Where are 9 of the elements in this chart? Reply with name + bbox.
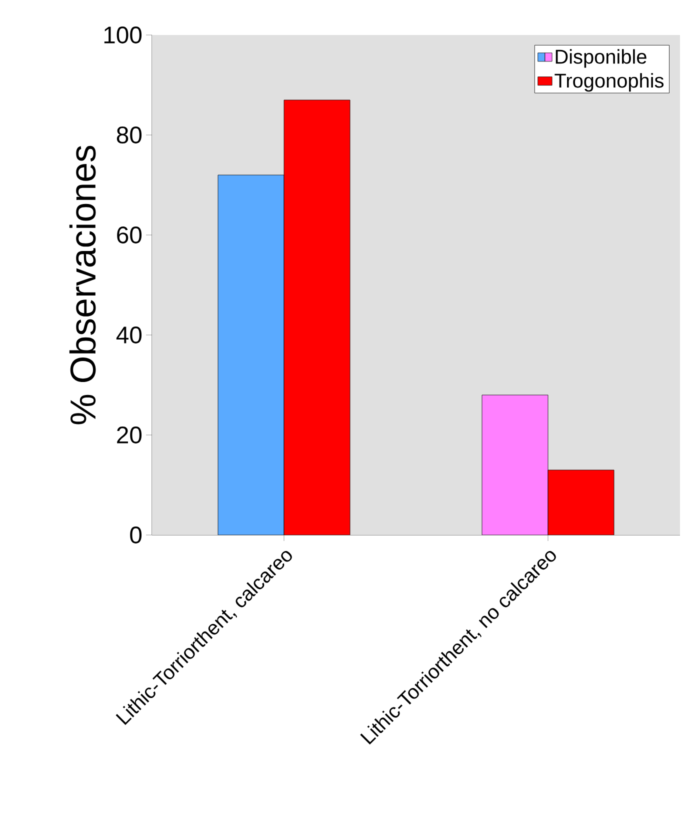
y-tick-label: 100 xyxy=(104,26,142,44)
y-tick-label: 20 xyxy=(117,426,142,444)
y-axis-title: % Observaciones xyxy=(69,146,96,424)
y-tick-label: 80 xyxy=(116,126,142,144)
y-tick-label: 60 xyxy=(117,226,142,244)
legend-label: Disponible xyxy=(556,49,646,68)
legend-label: Trogonophis xyxy=(554,73,664,92)
y-tick-label: 0 xyxy=(130,526,142,544)
y-tick-label: 40 xyxy=(116,326,142,344)
